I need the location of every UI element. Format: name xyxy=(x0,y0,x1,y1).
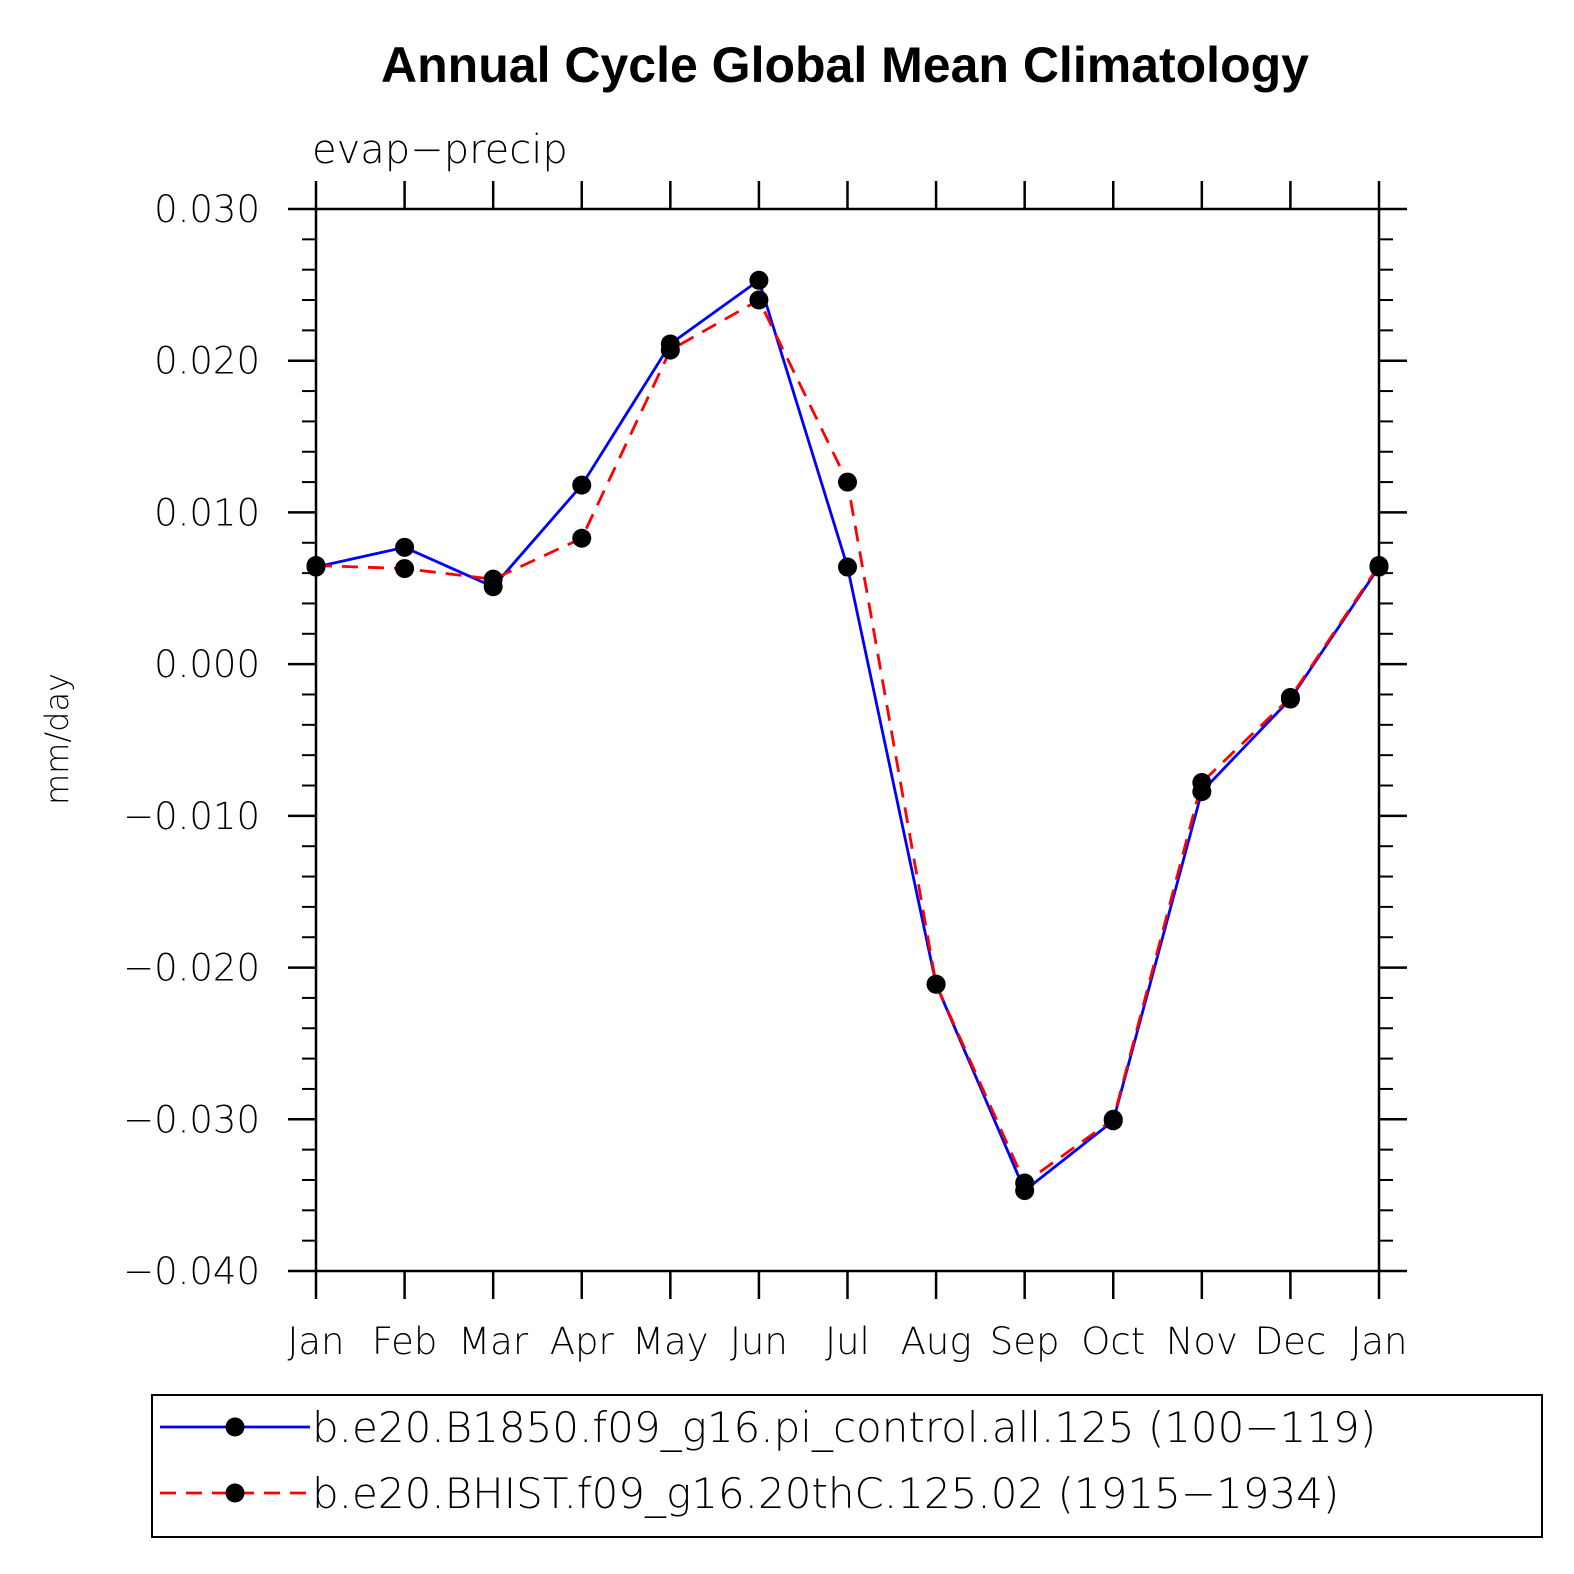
data-point-series-1 xyxy=(572,475,592,495)
series-line-2 xyxy=(315,298,1381,1186)
data-point-series-2 xyxy=(749,290,769,310)
data-point-series-1 xyxy=(395,537,415,557)
series-layer xyxy=(306,270,1389,1201)
data-point-series-2 xyxy=(926,974,946,994)
y-tick-label: 0.030 xyxy=(154,188,260,231)
x-tick-label: Apr xyxy=(550,1320,615,1363)
x-tick-labels: Jan Feb Mar Apr May Jun Jul Aug Sep Oct Nov Dec Jan xyxy=(287,1320,1407,1363)
y-tick-label: 0.000 xyxy=(154,643,260,686)
x-tick-label: Sep xyxy=(990,1320,1060,1363)
x-tick-label: Nov xyxy=(1166,1320,1238,1363)
x-tick-label: Jul xyxy=(825,1320,870,1363)
y-tick-label: −0.040 xyxy=(123,1250,260,1293)
x-tick-label: Dec xyxy=(1255,1320,1327,1363)
y-axis-label: mm/day xyxy=(38,673,76,805)
x-tick-label: Jan xyxy=(1350,1320,1407,1363)
data-point-series-2 xyxy=(483,569,503,589)
data-point-series-2 xyxy=(1015,1173,1035,1193)
x-tick-label: Jan xyxy=(287,1320,344,1363)
legend-marker-2 xyxy=(225,1483,245,1503)
data-point-series-2 xyxy=(395,559,415,579)
y-tick-label: 0.010 xyxy=(154,491,260,534)
data-point-series-2 xyxy=(838,472,857,492)
x-tick-label: Aug xyxy=(901,1320,972,1363)
y-tick-label: 0.020 xyxy=(154,340,260,383)
data-point-series-2 xyxy=(1192,772,1212,792)
y-tick-label: −0.020 xyxy=(123,947,260,990)
data-point-series-2 xyxy=(572,528,592,548)
data-point-series-1 xyxy=(838,557,857,577)
legend-label-1: b.e20.B1850.f09_g16.pi_control.all.125 (… xyxy=(312,1403,1376,1452)
chart-title: Annual Cycle Global Mean Climatology xyxy=(381,37,1309,93)
legend-marker-1 xyxy=(225,1417,245,1437)
tick-layer xyxy=(288,181,1407,1299)
legend: b.e20.B1850.f09_g16.pi_control.all.125 (… xyxy=(151,1394,1543,1538)
y-tick-label: −0.010 xyxy=(123,795,260,838)
x-tick-label: Oct xyxy=(1081,1320,1145,1363)
plot-frame xyxy=(314,207,1381,1273)
data-point-series-1 xyxy=(749,270,769,290)
y-tick-labels: 0.030 0.020 0.010 0.000 −0.010 −0.020 −0.030 −0… xyxy=(123,188,260,1293)
data-point-series-2 xyxy=(1280,688,1300,708)
data-point-series-2 xyxy=(1103,1109,1123,1129)
x-tick-label: Jun xyxy=(730,1320,788,1363)
x-tick-label: May xyxy=(632,1320,709,1363)
legend-box xyxy=(151,1394,1543,1538)
series-line-1 xyxy=(315,278,1381,1193)
legend-label-2: b.e20.BHIST.f09_g16.20thC.125.02 (1915−1… xyxy=(312,1469,1339,1518)
chart-subtitle: evap−precip xyxy=(312,127,568,173)
y-tick-label: −0.030 xyxy=(123,1098,260,1141)
x-tick-label: Mar xyxy=(458,1320,529,1363)
x-tick-label: Feb xyxy=(372,1320,438,1363)
data-point-series-2 xyxy=(660,340,680,360)
